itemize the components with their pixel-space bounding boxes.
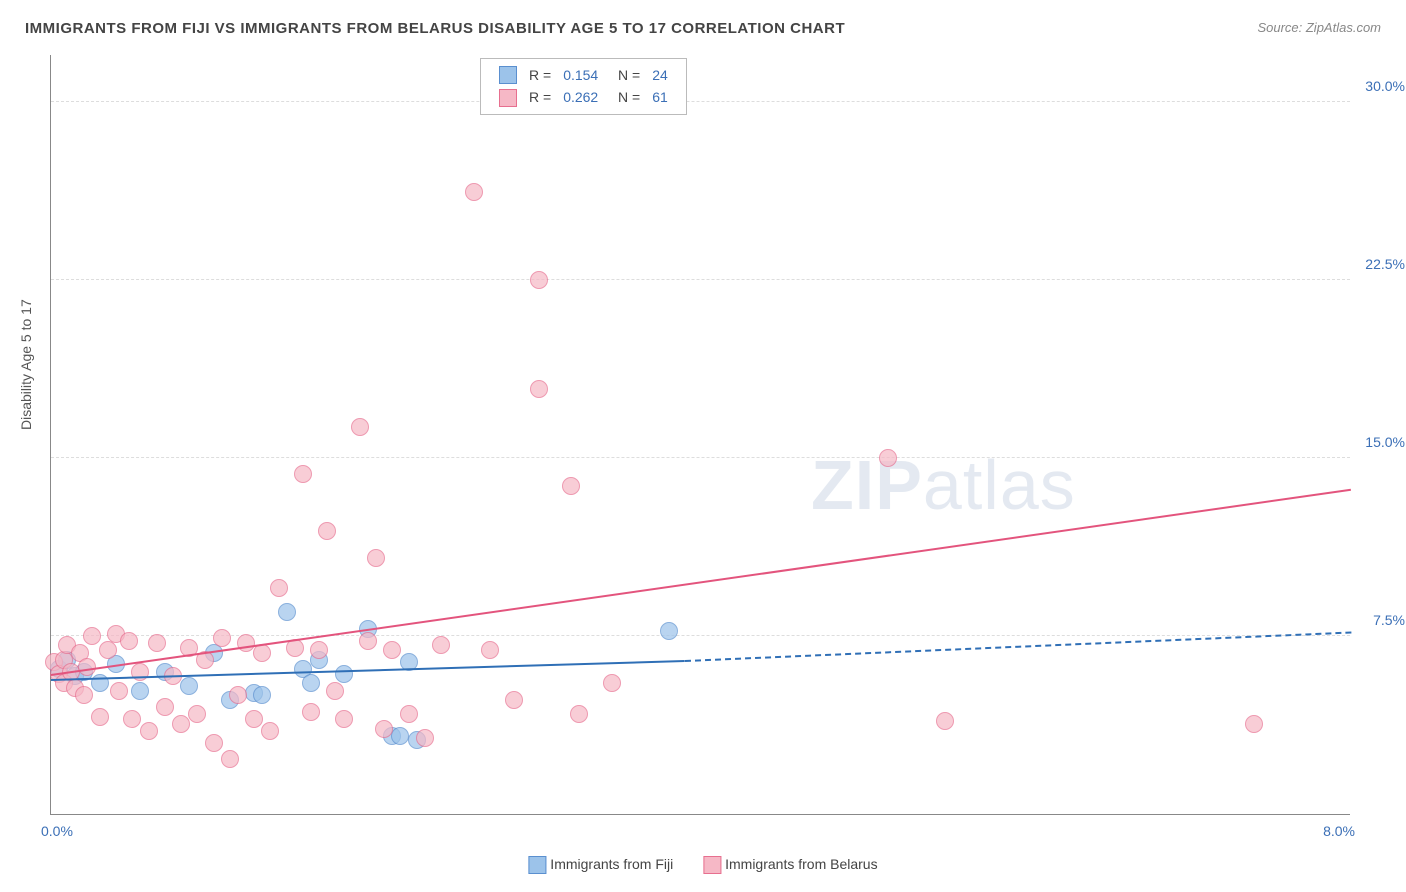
scatter-point — [253, 686, 271, 704]
legend-r-label: R = — [523, 86, 557, 108]
scatter-point — [123, 710, 141, 728]
scatter-point — [391, 727, 409, 745]
scatter-point — [270, 579, 288, 597]
legend-row: R =0.154 N =24 — [493, 64, 674, 86]
scatter-point — [83, 627, 101, 645]
scatter-point — [156, 698, 174, 716]
y-tick-label: 22.5% — [1365, 256, 1405, 272]
scatter-point — [237, 634, 255, 652]
legend-swatch — [703, 856, 721, 874]
source-label: Source: ZipAtlas.com — [1257, 20, 1381, 35]
scatter-point — [416, 729, 434, 747]
y-axis-label: Disability Age 5 to 17 — [18, 299, 34, 430]
scatter-point — [294, 465, 312, 483]
scatter-point — [318, 522, 336, 540]
scatter-point — [383, 641, 401, 659]
legend-row: R =0.262 N =61 — [493, 86, 674, 108]
scatter-point — [400, 705, 418, 723]
legend-r-label: R = — [523, 64, 557, 86]
legend-n-value: 61 — [646, 86, 674, 108]
scatter-point — [603, 674, 621, 692]
scatter-point — [660, 622, 678, 640]
scatter-point — [99, 641, 117, 659]
scatter-point — [148, 634, 166, 652]
scatter-point — [1245, 715, 1263, 733]
legend-r-value: 0.262 — [557, 86, 604, 108]
scatter-point — [335, 710, 353, 728]
legend-swatch — [499, 66, 517, 84]
scatter-point — [326, 682, 344, 700]
scatter-point — [562, 477, 580, 495]
scatter-point — [432, 636, 450, 654]
legend-label: Immigrants from Fiji — [550, 856, 673, 872]
scatter-point — [75, 686, 93, 704]
scatter-point — [140, 722, 158, 740]
gridline — [51, 457, 1350, 458]
gridline — [51, 279, 1350, 280]
scatter-point — [351, 418, 369, 436]
scatter-point — [229, 686, 247, 704]
trend-line-extrapolated — [685, 632, 1351, 662]
legend-item: Immigrants from Belarus — [703, 856, 877, 872]
correlation-legend: R =0.154 N =24R =0.262 N =61 — [480, 58, 687, 115]
legend-n-label: N = — [604, 86, 646, 108]
y-tick-label: 7.5% — [1373, 612, 1405, 628]
trend-line — [51, 489, 1351, 676]
y-tick-label: 15.0% — [1365, 434, 1405, 450]
scatter-point — [505, 691, 523, 709]
scatter-point — [530, 380, 548, 398]
legend-r-value: 0.154 — [557, 64, 604, 86]
scatter-point — [131, 682, 149, 700]
chart-title: IMMIGRANTS FROM FIJI VS IMMIGRANTS FROM … — [25, 20, 845, 37]
scatter-point — [278, 603, 296, 621]
legend-item: Immigrants from Fiji — [528, 856, 673, 872]
gridline — [51, 101, 1350, 102]
x-tick-min: 0.0% — [41, 823, 73, 839]
scatter-point — [302, 674, 320, 692]
plot-area: ZIPatlas 0.0% 8.0% 7.5%15.0%22.5%30.0% — [50, 55, 1350, 815]
x-tick-max: 8.0% — [1323, 823, 1355, 839]
scatter-point — [221, 750, 239, 768]
scatter-point — [367, 549, 385, 567]
scatter-point — [261, 722, 279, 740]
scatter-point — [465, 183, 483, 201]
series-legend: Immigrants from Fiji Immigrants from Bel… — [513, 856, 892, 874]
legend-label: Immigrants from Belarus — [725, 856, 877, 872]
scatter-point — [172, 715, 190, 733]
scatter-point — [936, 712, 954, 730]
y-tick-label: 30.0% — [1365, 78, 1405, 94]
scatter-point — [335, 665, 353, 683]
scatter-point — [78, 658, 96, 676]
scatter-point — [91, 708, 109, 726]
legend-swatch — [528, 856, 546, 874]
scatter-point — [530, 271, 548, 289]
legend-swatch — [499, 89, 517, 107]
scatter-point — [205, 734, 223, 752]
scatter-point — [110, 682, 128, 700]
scatter-point — [302, 703, 320, 721]
scatter-point — [245, 710, 263, 728]
scatter-point — [570, 705, 588, 723]
scatter-point — [188, 705, 206, 723]
scatter-point — [213, 629, 231, 647]
scatter-point — [481, 641, 499, 659]
legend-n-label: N = — [604, 64, 646, 86]
scatter-point — [180, 677, 198, 695]
scatter-point — [310, 641, 328, 659]
scatter-point — [359, 632, 377, 650]
scatter-point — [120, 632, 138, 650]
scatter-point — [879, 449, 897, 467]
legend-n-value: 24 — [646, 64, 674, 86]
scatter-point — [375, 720, 393, 738]
